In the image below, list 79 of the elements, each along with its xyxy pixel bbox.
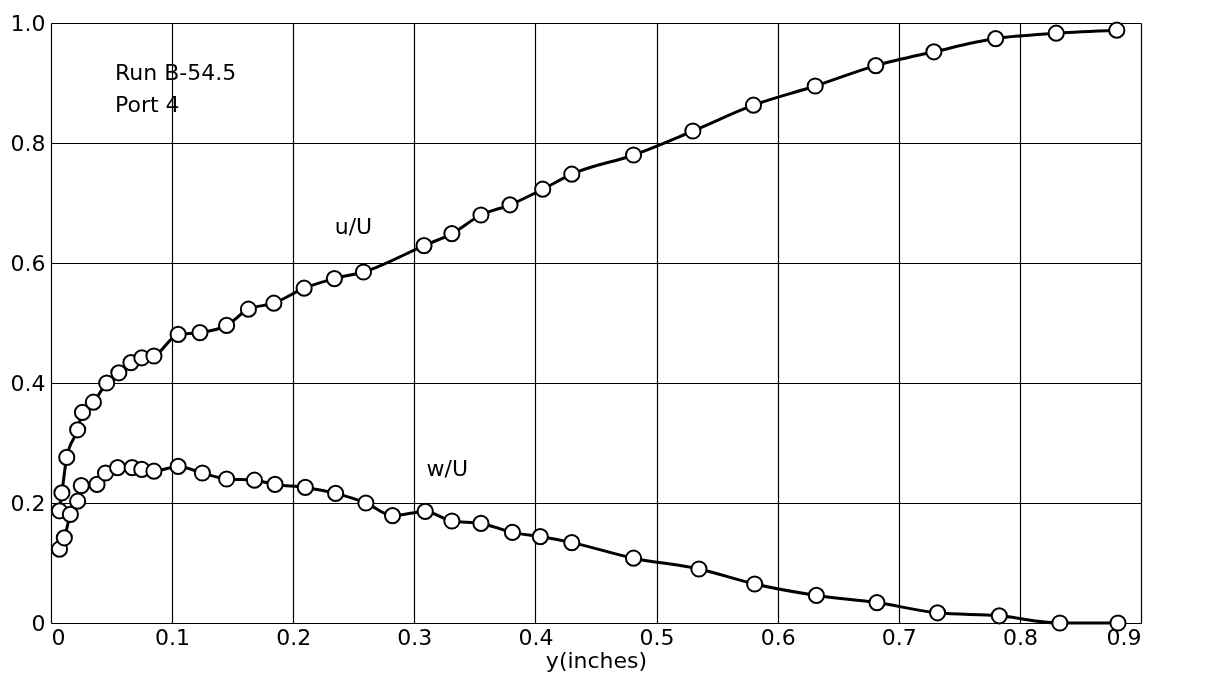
point — [327, 484, 345, 502]
point — [563, 165, 581, 183]
point — [383, 507, 402, 525]
point — [58, 448, 76, 466]
point — [110, 364, 128, 382]
point — [746, 575, 764, 593]
x-tick-label: 0.5 — [639, 624, 675, 650]
point — [443, 512, 461, 530]
point — [357, 494, 375, 512]
point — [501, 196, 519, 214]
x-tick-label: 0 — [51, 624, 66, 650]
point — [69, 421, 87, 439]
y-tick-label: 0.2 — [10, 490, 46, 516]
point — [867, 57, 885, 75]
point — [325, 270, 343, 288]
point — [624, 549, 643, 567]
point — [503, 523, 522, 541]
point — [169, 457, 187, 475]
point — [296, 478, 314, 496]
x-tick-label: 0.3 — [397, 624, 433, 650]
point — [744, 96, 763, 114]
x-tick-label: 0.2 — [276, 624, 312, 650]
point — [245, 471, 264, 489]
point — [624, 146, 643, 164]
point — [218, 316, 236, 334]
point — [73, 403, 92, 421]
x-tick-label: 0.9 — [1106, 624, 1142, 650]
point — [69, 492, 87, 510]
point — [416, 502, 434, 520]
y-tick-label: 0.8 — [10, 130, 46, 156]
point — [145, 462, 163, 480]
point — [1051, 614, 1069, 632]
point — [472, 514, 490, 532]
point — [169, 325, 187, 343]
point — [265, 294, 283, 312]
x-tick-label: 0.8 — [1002, 624, 1038, 650]
point — [928, 604, 947, 622]
point — [61, 505, 79, 523]
x-tick-label: 0.6 — [760, 624, 796, 650]
point — [531, 528, 549, 546]
series-label: u/U — [334, 214, 373, 239]
point — [84, 393, 102, 411]
point — [145, 347, 163, 365]
point — [1047, 24, 1065, 42]
point — [684, 122, 702, 140]
point — [88, 475, 106, 493]
point — [109, 459, 127, 477]
point — [53, 484, 71, 502]
point — [1108, 21, 1126, 39]
point — [868, 594, 886, 612]
point — [443, 225, 461, 243]
point — [807, 586, 826, 604]
point — [72, 477, 90, 495]
y-tick-label: 0.6 — [10, 250, 46, 276]
point — [55, 529, 73, 547]
point — [98, 374, 116, 392]
point — [218, 470, 236, 488]
point — [987, 30, 1005, 48]
point — [266, 475, 284, 493]
point — [354, 263, 373, 281]
point — [690, 560, 708, 578]
point — [239, 300, 257, 318]
point — [193, 464, 211, 482]
x-axis-title: y(inches) — [545, 647, 648, 673]
point — [990, 607, 1008, 625]
point — [925, 43, 943, 61]
point — [563, 534, 581, 552]
point — [295, 279, 313, 297]
series-label: w/U — [426, 456, 468, 482]
point — [191, 324, 209, 342]
point — [806, 77, 824, 95]
y-tick-label: 1.0 — [10, 10, 46, 36]
x-tick-label: 0.7 — [881, 624, 917, 650]
x-tick-label: 0.1 — [155, 624, 191, 650]
point — [472, 206, 490, 224]
point — [415, 237, 433, 255]
point — [534, 180, 552, 198]
x-tick-label: 0.4 — [518, 624, 554, 650]
y-tick-label: 0.4 — [10, 370, 46, 396]
